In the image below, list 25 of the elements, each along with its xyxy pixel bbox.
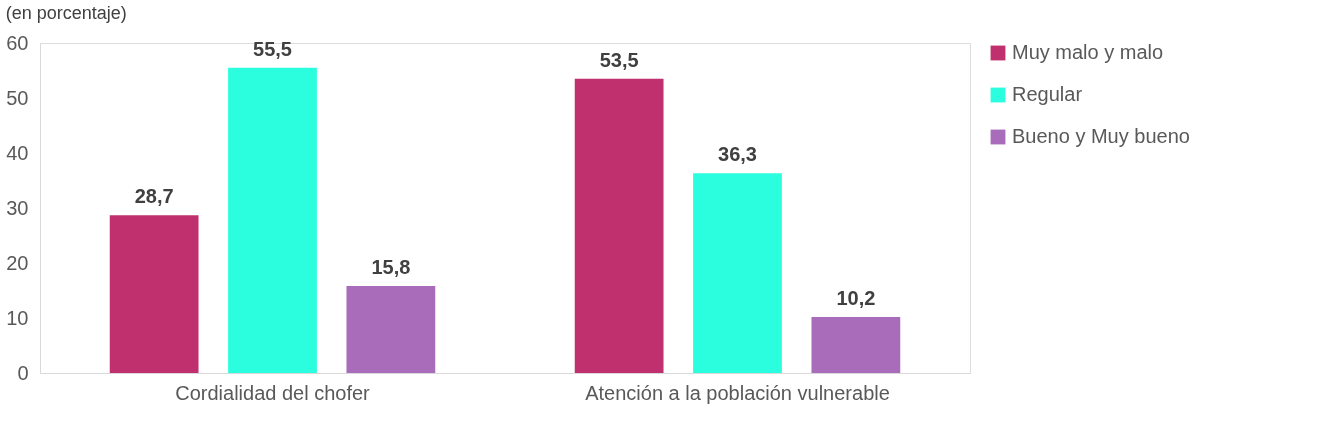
legend-label: Regular <box>1012 83 1083 105</box>
bar <box>346 286 436 373</box>
y-tick-label: 40 <box>6 141 29 164</box>
legend-label: Muy malo y malo <box>1012 41 1164 63</box>
data-label: 55,5 <box>253 37 292 60</box>
data-label: 53,5 <box>599 48 639 71</box>
bar <box>811 316 901 373</box>
data-label: 36,3 <box>718 143 757 166</box>
bar <box>693 173 782 373</box>
bar <box>228 67 317 373</box>
data-label: 28,7 <box>134 185 174 208</box>
y-tick-label: 60 <box>6 31 29 54</box>
bar <box>574 78 664 373</box>
x-tick-label: Cordialidad del chofer <box>175 381 371 404</box>
y-tick-label: 0 <box>17 361 29 384</box>
y-tick-label: 50 <box>6 86 29 109</box>
y-tick-label: 20 <box>6 251 29 274</box>
data-label: 15,8 <box>371 256 411 279</box>
data-label: 10,2 <box>836 286 876 309</box>
bar <box>109 215 199 373</box>
y-tick-label: 10 <box>6 306 29 329</box>
x-tick-label: Atención a la población vulnerable <box>585 381 890 404</box>
y-tick-label: 30 <box>6 196 29 219</box>
legend-label: Bueno y Muy bueno <box>1012 125 1190 147</box>
chart-title: (en porcentaje) <box>5 3 127 23</box>
